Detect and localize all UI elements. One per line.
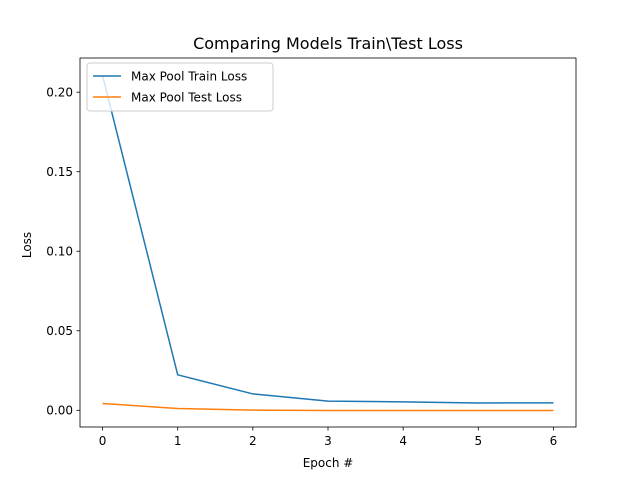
x-tick-label: 5 (474, 434, 482, 448)
y-tick-label: 0.05 (46, 324, 73, 338)
y-tick-label: 0.10 (46, 245, 73, 259)
x-tick-label: 4 (399, 434, 407, 448)
legend-label-0: Max Pool Train Loss (131, 69, 247, 83)
x-tick-label: 1 (174, 434, 182, 448)
x-tick-label: 0 (99, 434, 107, 448)
y-tick-label: 0.15 (46, 165, 73, 179)
y-tick-label: 0.20 (46, 85, 73, 99)
chart-title: Comparing Models Train\Test Loss (193, 34, 463, 53)
x-tick-label: 6 (550, 434, 558, 448)
y-axis-label: Loss (20, 232, 34, 258)
series-line-0 (101, 75, 554, 404)
x-axis-label: Epoch # (303, 456, 354, 470)
plot-area: 0 1 2 3 4 5 6 0.00 0.05 0.10 0.15 0.20 Max Pool Trai… (46, 57, 577, 448)
x-tick-label: 3 (324, 434, 332, 448)
y-tick-label: 0.00 (46, 404, 73, 418)
legend-box (86, 62, 274, 112)
series-line-1 (102, 402, 554, 412)
legend-label-1: Max Pool Test Loss (131, 90, 242, 104)
axes-frame (79, 57, 577, 428)
x-tick-label: 2 (249, 434, 257, 448)
